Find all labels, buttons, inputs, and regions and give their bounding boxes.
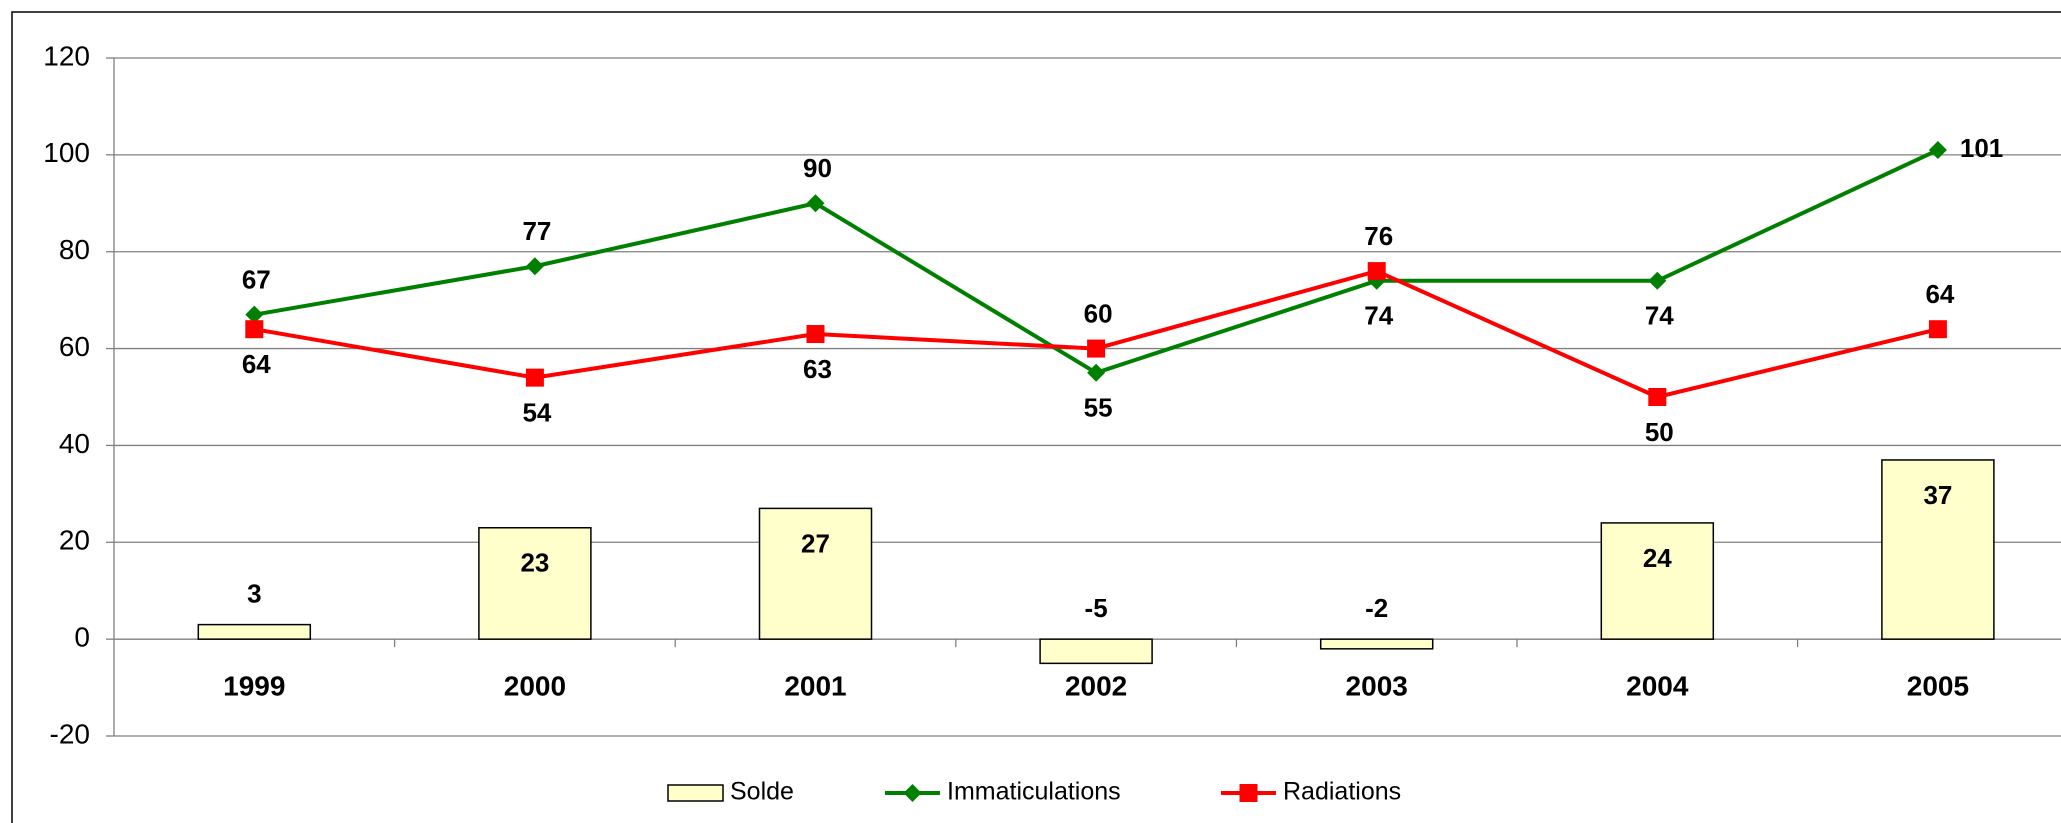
- y-tick-label: 60: [59, 331, 90, 362]
- line-marker: [1087, 363, 1106, 382]
- y-tick-label: 20: [59, 525, 90, 556]
- data-label: 64: [242, 349, 271, 379]
- data-label: 3: [247, 578, 261, 608]
- legend-label: Radiations: [1283, 778, 1401, 806]
- data-label: 55: [1084, 393, 1113, 423]
- bar: [1881, 459, 1995, 640]
- x-tick-label: 2000: [504, 671, 566, 702]
- legend-label: Solde: [730, 778, 794, 806]
- data-label: 54: [522, 398, 551, 428]
- data-label: 60: [1084, 298, 1113, 328]
- data-label: 77: [522, 216, 551, 246]
- x-tick-label: 2004: [1626, 671, 1689, 702]
- x-tick-label: 1999: [223, 671, 285, 702]
- data-label: 37: [1923, 480, 1952, 510]
- bar: [478, 527, 592, 640]
- y-tick-label: 80: [59, 234, 90, 265]
- data-label: 101: [1960, 133, 2003, 163]
- line-marker: [525, 368, 544, 387]
- y-tick-label: -20: [50, 718, 90, 749]
- line-marker: [245, 320, 264, 339]
- x-tick-label: 2002: [1065, 671, 1127, 702]
- line-marker: [806, 325, 825, 344]
- data-label: 27: [801, 528, 830, 558]
- data-label: 74: [1645, 301, 1674, 331]
- data-label: 64: [1925, 279, 1954, 309]
- data-label: 67: [242, 265, 271, 295]
- y-tick-label: 40: [59, 428, 90, 459]
- bar: [197, 623, 312, 640]
- bar: [758, 507, 873, 640]
- legend-marker: [903, 784, 922, 802]
- data-label: 74: [1364, 301, 1393, 331]
- line-marker: [1648, 388, 1667, 406]
- legend-marker: [1239, 784, 1258, 802]
- x-tick-label: 2005: [1907, 671, 1969, 702]
- line-marker: [1648, 271, 1667, 290]
- data-label: 24: [1643, 543, 1672, 573]
- y-tick-label: 120: [43, 40, 90, 71]
- legend-swatch: [667, 784, 724, 802]
- x-tick-label: 2003: [1346, 671, 1408, 702]
- y-tick-label: 0: [74, 622, 90, 653]
- bar: [1319, 638, 1434, 650]
- line-marker: [245, 305, 264, 324]
- line-marker: [525, 257, 544, 276]
- line-marker: [1367, 262, 1386, 281]
- data-label: -5: [1085, 593, 1108, 623]
- data-label: 90: [803, 153, 832, 183]
- data-label: -2: [1365, 593, 1388, 623]
- bar: [1039, 638, 1153, 665]
- x-tick-label: 2001: [784, 671, 846, 702]
- line-marker: [1087, 339, 1106, 358]
- data-label: 50: [1645, 417, 1674, 447]
- chart-frame: [11, 11, 2061, 823]
- legend-label: Immaticulations: [947, 778, 1121, 806]
- line-marker: [806, 194, 825, 213]
- data-label: 76: [1364, 221, 1393, 251]
- data-label: 23: [520, 548, 549, 578]
- data-label: 63: [803, 354, 832, 384]
- y-tick-label: 100: [43, 137, 90, 168]
- line-marker: [1928, 320, 1947, 339]
- bar: [1600, 522, 1715, 640]
- line-marker: [1928, 141, 1947, 160]
